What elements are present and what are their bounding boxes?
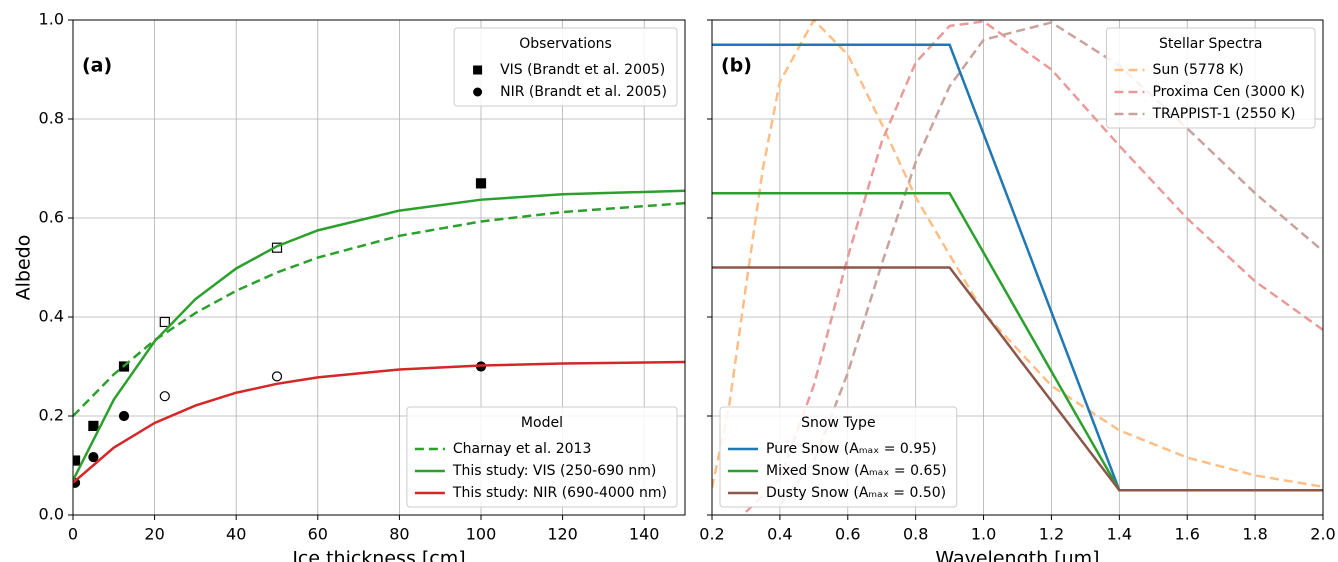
frame [711, 19, 1324, 516]
legend-label: Proxima Cen (3000 K) [1152, 84, 1305, 100]
series-line [73, 360, 685, 484]
legend-box [1105, 27, 1316, 129]
series-line [778, 21, 1323, 506]
x-tick-label: 2.0 [1310, 525, 1335, 544]
y-tick-label: 0.0 [39, 505, 64, 524]
x-tick-label: 1.0 [971, 525, 996, 544]
legend-marker [473, 87, 483, 97]
legend-box [406, 406, 678, 508]
legend: Sun (5778 K) Proxima Cen (3000 K) TRAPPIST… [1105, 27, 1316, 129]
x-tick-label: 1.4 [1107, 525, 1132, 544]
legend-label: TRAPPIST-1 (2550 K) [1151, 106, 1295, 122]
frame [72, 19, 686, 516]
marker [159, 391, 170, 402]
marker [88, 451, 99, 463]
x-tick-label: 60 [308, 525, 328, 544]
legend-label: NIR (Brandt et al. 2005) [500, 84, 667, 100]
legend-title: Model [521, 415, 563, 431]
legend: Charnay et al. 2013 This study: VIS (250-… [406, 406, 678, 508]
series-line [712, 266, 1323, 492]
legend-label: Mixed Snow (Aₘₐₓ = 0.65) [766, 463, 947, 479]
legend-box [719, 406, 958, 508]
legend-label: Charnay et al. 2013 [453, 441, 591, 457]
series-line [745, 20, 1323, 513]
legend-label: This study: NIR (690-4000 nm) [452, 485, 667, 501]
legend-marker [473, 65, 483, 75]
y-tick-label: 1.0 [39, 10, 64, 29]
x-tick-label: 100 [466, 525, 497, 544]
marker [159, 316, 170, 328]
legend: VIS (Brandt et al. 2005) NIR (Brandt et a… [453, 27, 678, 107]
y-axis-label: Albedo [13, 235, 35, 301]
legend-box [453, 27, 678, 107]
x-tick-label: 120 [547, 525, 578, 544]
series-line [73, 189, 685, 481]
x-tick-label: 0.8 [903, 525, 928, 544]
legend-title: Observations [519, 36, 612, 52]
legend-title: Stellar Spectra [1159, 36, 1262, 52]
x-tick-label: 40 [226, 525, 246, 544]
x-tick-label: 0.4 [767, 525, 792, 544]
series-line [73, 201, 685, 417]
legend-label: VIS (Brandt et al. 2005) [500, 62, 665, 78]
legend-label: Dusty Snow (Aₘₐₓ = 0.50) [766, 485, 946, 501]
x-tick-label: 20 [144, 525, 164, 544]
marker [118, 410, 130, 422]
marker [271, 371, 283, 382]
x-tick-label: 80 [389, 525, 409, 544]
legend-title: Snow Type [801, 415, 875, 431]
x-tick-label: 1.6 [1174, 525, 1199, 544]
annotation: (a) [82, 55, 112, 77]
legend-label: Sun (5778 K) [1152, 62, 1243, 78]
x-tick-label: 140 [629, 525, 660, 544]
x-tick-label: 0.2 [699, 525, 724, 544]
marker [73, 455, 81, 466]
legend: Pure Snow (Aₘₐₓ = 0.95) Mixed Snow (Aₘₐₓ … [719, 406, 958, 508]
y-tick-label: 0.8 [39, 109, 64, 128]
x-axis-label: Wavelength [μm] [935, 548, 1099, 562]
plot-area [712, 20, 1323, 513]
x-tick-label: 1.2 [1039, 525, 1064, 544]
x-tick-label: 1.8 [1242, 525, 1267, 544]
series-line [712, 20, 1323, 489]
x-tick-label: 0 [68, 525, 78, 544]
legend-label: This study: VIS (250-690 nm) [452, 463, 656, 479]
annotation: (b) [721, 55, 752, 77]
x-tick-label: 0.6 [835, 525, 860, 544]
plot-area [73, 178, 685, 488]
y-tick-label: 0.6 [39, 208, 64, 227]
marker [88, 420, 99, 431]
y-tick-label: 0.2 [39, 406, 64, 425]
y-tick-label: 0.4 [39, 307, 64, 326]
x-axis-label: Ice thickness [cm] [292, 548, 465, 562]
legend-label: Pure Snow (Aₘₐₓ = 0.95) [766, 441, 937, 457]
marker [475, 178, 487, 189]
